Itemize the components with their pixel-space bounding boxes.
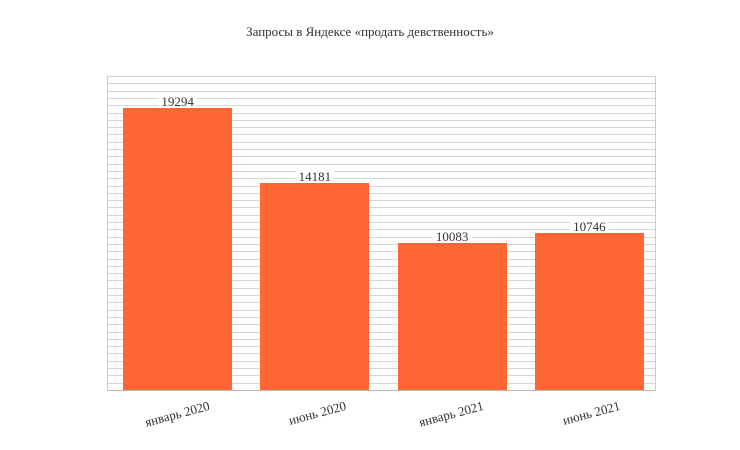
value-label: 19294	[158, 95, 197, 109]
gridline	[108, 346, 655, 348]
gridline	[108, 229, 655, 231]
gridline	[108, 192, 655, 194]
bar	[397, 242, 507, 390]
gridline	[108, 149, 655, 151]
gridline	[108, 134, 655, 136]
gridline	[108, 302, 655, 304]
value-label: 10746	[570, 220, 609, 234]
gridline	[108, 295, 655, 297]
plot-area: 19294 14181 10083 10746	[107, 76, 656, 391]
gridline	[108, 360, 655, 362]
gridline	[108, 353, 655, 355]
gridline	[108, 258, 655, 260]
gridline	[108, 382, 655, 384]
gridline	[108, 112, 655, 114]
gridline	[108, 375, 655, 377]
gridline	[108, 105, 655, 107]
gridline	[108, 324, 655, 326]
gridline	[108, 185, 655, 187]
gridline	[108, 309, 655, 311]
gridline	[108, 236, 655, 238]
gridline	[108, 141, 655, 143]
gridline	[108, 163, 655, 165]
gridline	[108, 331, 655, 333]
gridline	[108, 273, 655, 275]
gridline	[108, 338, 655, 340]
x-tick-label: январь 2020	[142, 398, 211, 430]
gridline	[108, 287, 655, 289]
chart-title: Запросы в Яндексе «продать девственность…	[246, 24, 494, 39]
gridline	[108, 265, 655, 267]
gridline	[108, 280, 655, 282]
gridline	[108, 368, 655, 370]
gridline	[108, 97, 655, 99]
x-tick-label: июнь 2021	[561, 398, 623, 428]
gridline	[108, 83, 655, 85]
gridline	[108, 90, 655, 92]
gridline	[108, 156, 655, 158]
bar	[123, 108, 233, 390]
value-label: 10083	[432, 229, 472, 243]
bar	[260, 182, 370, 390]
x-tick-label: июнь 2020	[286, 398, 348, 428]
gridline	[108, 127, 655, 129]
gridline	[108, 243, 655, 245]
gridline	[108, 251, 655, 253]
value-label: 14181	[295, 169, 335, 183]
gridline	[108, 170, 655, 172]
gridline	[108, 316, 655, 318]
gridline	[108, 214, 655, 216]
x-tick-label: январь 2021	[417, 398, 486, 430]
gridline	[108, 119, 655, 121]
gridline	[108, 178, 655, 180]
gridline	[108, 200, 655, 202]
gridline	[108, 222, 655, 224]
bar	[534, 233, 644, 390]
gridline	[108, 76, 655, 77]
gridline	[108, 207, 655, 209]
